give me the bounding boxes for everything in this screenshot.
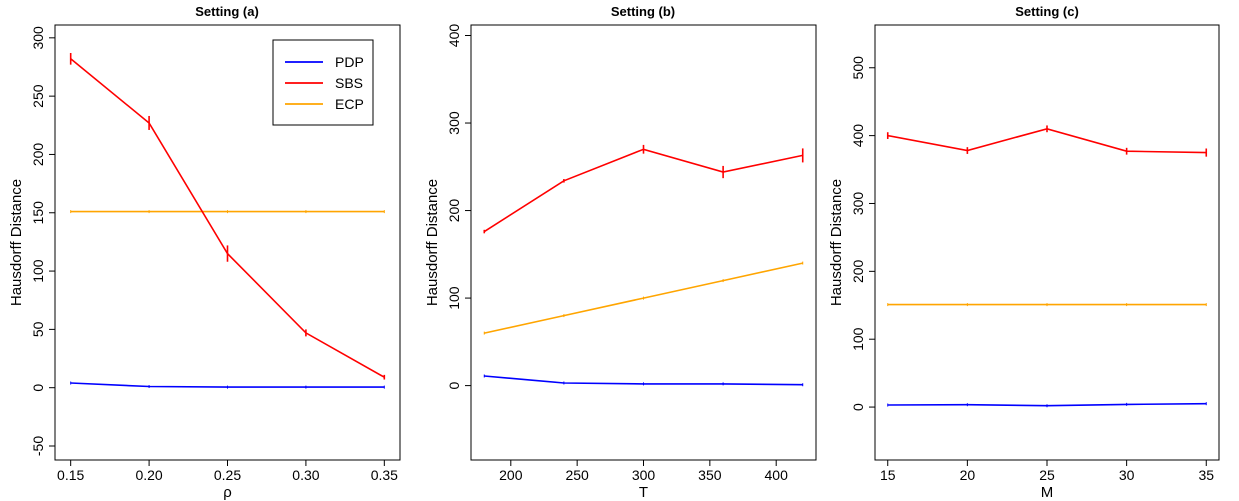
x-tick-label: 200 xyxy=(499,467,523,483)
plot-frame xyxy=(470,24,817,461)
y-tick-label: 200 xyxy=(446,199,462,223)
y-tick-label: 0 xyxy=(850,403,866,411)
chart-panel-3: Setting (c) 15 20 25 30 35 0 100 200 300 400 500 M Ha… xyxy=(828,4,1220,501)
y-tick-label: 100 xyxy=(850,327,866,351)
x-tick-label: 0.20 xyxy=(135,467,162,483)
x-tick-label: 0.15 xyxy=(57,467,84,483)
legend-label-sbs: SBS xyxy=(335,75,363,91)
y-tick-label: 100 xyxy=(30,259,46,283)
series-line-sbs xyxy=(887,127,1207,154)
x-tick-label: 0.30 xyxy=(292,467,319,483)
chart-title: Setting (a) xyxy=(195,4,259,19)
y-axis-label: Hausdorff Distance xyxy=(8,179,25,306)
y-tick-label: 400 xyxy=(446,24,462,48)
y-tick-label: 250 xyxy=(30,84,46,108)
x-axis-label: T xyxy=(639,484,648,501)
y-tick-label: 300 xyxy=(446,111,462,135)
x-tick-label: 25 xyxy=(1039,467,1055,483)
y-axis-label: Hausdorff Distance xyxy=(828,179,845,306)
x-tick-label: 15 xyxy=(880,467,896,483)
x-tick-label: 300 xyxy=(632,467,656,483)
x-tick-label: 30 xyxy=(1119,467,1135,483)
y-axis-label: Hausdorff Distance xyxy=(424,179,441,306)
y-tick-label: 0 xyxy=(446,382,462,390)
legend-label-ecp: ECP xyxy=(335,96,364,112)
x-tick-label: 0.25 xyxy=(214,467,241,483)
x-tick-label: 350 xyxy=(698,467,722,483)
y-tick-label: 0 xyxy=(30,384,46,392)
y-tick-label: 50 xyxy=(30,321,46,337)
y-tick-label: 150 xyxy=(30,201,46,225)
chart-title: Setting (b) xyxy=(611,4,675,19)
x-tick-label: 20 xyxy=(960,467,976,483)
x-axis-label: ρ xyxy=(223,484,232,501)
y-tick-label: 200 xyxy=(30,143,46,167)
y-tick-label: 500 xyxy=(850,56,866,80)
x-tick-label: 250 xyxy=(565,467,589,483)
chart-title: Setting (c) xyxy=(1015,4,1079,19)
chart-panel-2: Setting (b) 200 250 300 350 400 0 100 200 300 400 T… xyxy=(424,4,817,501)
legend: PDP SBS ECP xyxy=(272,39,374,126)
y-tick-label: 200 xyxy=(850,259,866,283)
x-axis-label: M xyxy=(1041,484,1054,501)
y-tick-label: 400 xyxy=(850,124,866,148)
series-line-sbs xyxy=(483,148,803,233)
y-tick-label: 100 xyxy=(446,286,462,310)
x-tick-label: 35 xyxy=(1198,467,1214,483)
chart-panel-1: Setting (a) 0.15 0.20 0.25 0.30 0.35 -50 0 50 100… xyxy=(8,4,401,501)
y-tick-label: 300 xyxy=(30,26,46,50)
legend-label-pdp: PDP xyxy=(335,54,364,70)
x-tick-label: 0.35 xyxy=(371,467,398,483)
x-tick-label: 400 xyxy=(765,467,789,483)
plot-frame xyxy=(874,24,1220,461)
y-tick-label: -50 xyxy=(30,436,46,456)
y-tick-label: 300 xyxy=(850,192,866,216)
